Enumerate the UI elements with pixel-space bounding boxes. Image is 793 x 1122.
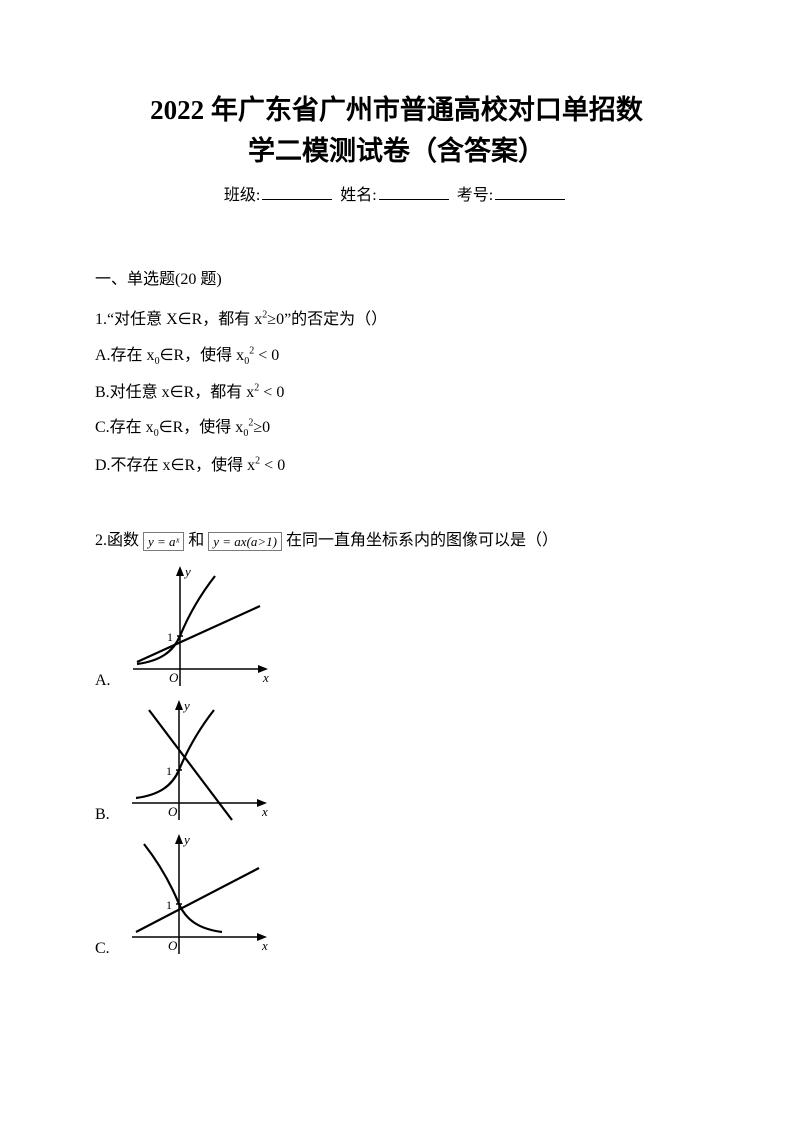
svg-text:1: 1 [166, 898, 172, 912]
id-label: 考号: [457, 187, 493, 204]
svg-text:x: x [261, 804, 268, 819]
spacer [95, 488, 698, 528]
q1-stem-pre: 1.“对任意 X∈R，都有 x [95, 311, 262, 328]
q1-a-mid: ∈R，使得 x [160, 347, 245, 364]
q2-option-c[interactable]: C. y x O 1 [95, 832, 698, 962]
svg-text:O: O [168, 938, 178, 953]
q2-mid: 和 [188, 532, 204, 549]
svg-text:1: 1 [167, 630, 173, 644]
q1-c-pre: C.存在 x [95, 419, 154, 436]
svg-text:y: y [182, 698, 190, 713]
q2-pre: 2.函数 [95, 532, 139, 549]
exam-page: 2022 年广东省广州市普通高校对口单招数 学二模测试卷（含答案） 班级: 姓名… [0, 0, 793, 1122]
q1-c-mid: ∈R，使得 x [159, 419, 244, 436]
svg-text:x: x [262, 670, 269, 685]
chart-c: y x O 1 [114, 832, 274, 962]
q2-post: 在同一直角坐标系内的图像可以是（） [286, 532, 558, 549]
q2-stem: 2.函数 y = aˣ 和 y = ax(a>1) 在同一直角坐标系内的图像可以… [95, 528, 698, 554]
class-blank[interactable] [262, 185, 332, 200]
student-info-row: 班级: 姓名: 考号: [95, 181, 698, 205]
q1-a-end: < 0 [254, 347, 279, 364]
q1-option-b[interactable]: B.对任意 x∈R，都有 x2 < 0 [95, 380, 698, 406]
q2-option-b[interactable]: B. y x O 1 [95, 698, 698, 828]
class-label: 班级: [224, 187, 260, 204]
q1-a-pre: A.存在 x [95, 347, 155, 364]
chart-a: y x O 1 [115, 564, 275, 694]
q2-option-b-label: B. [95, 806, 110, 828]
page-title: 2022 年广东省广州市普通高校对口单招数 学二模测试卷（含答案） [95, 90, 698, 171]
q1-c-end: ≥0 [253, 419, 270, 436]
q1-d-end: < 0 [260, 457, 285, 474]
formula-box-1: y = aˣ [143, 532, 184, 552]
q1-stem: 1.“对任意 X∈R，都有 x2≥0”的否定为（） [95, 307, 698, 333]
q1-option-c[interactable]: C.存在 x0∈R，使得 x02≥0 [95, 415, 698, 442]
q1-option-a[interactable]: A.存在 x0∈R，使得 x02 < 0 [95, 343, 698, 370]
sub-0: 0 [244, 356, 249, 367]
q1-stem-post: ≥0”的否定为（） [267, 311, 387, 328]
section-heading: 一、单选题(20 题) [95, 265, 698, 289]
sub-0: 0 [243, 429, 248, 440]
svg-text:x: x [261, 938, 268, 953]
svg-text:O: O [169, 670, 179, 685]
q2-option-a[interactable]: A. y x O 1 [95, 564, 698, 694]
q2-option-c-label: C. [95, 940, 110, 962]
q1-option-d[interactable]: D.不存在 x∈R，使得 x2 < 0 [95, 453, 698, 479]
q1-b-pre: B.对任意 x∈R，都有 x [95, 384, 254, 401]
q2-option-a-label: A. [95, 672, 111, 694]
svg-text:y: y [183, 564, 191, 579]
formula-box-2: y = ax(a>1) [208, 532, 282, 552]
svg-text:1: 1 [166, 764, 172, 778]
q1-b-end: < 0 [259, 384, 284, 401]
id-blank[interactable] [495, 185, 565, 200]
q1-d-pre: D.不存在 x∈R，使得 x [95, 457, 255, 474]
name-blank[interactable] [379, 185, 449, 200]
svg-text:y: y [182, 832, 190, 847]
svg-text:O: O [168, 804, 178, 819]
name-label: 姓名: [340, 187, 376, 204]
chart-b: y x O 1 [114, 698, 274, 828]
title-line-2: 学二模测试卷（含答案） [248, 136, 545, 166]
title-line-1: 2022 年广东省广州市普通高校对口单招数 [150, 95, 643, 125]
